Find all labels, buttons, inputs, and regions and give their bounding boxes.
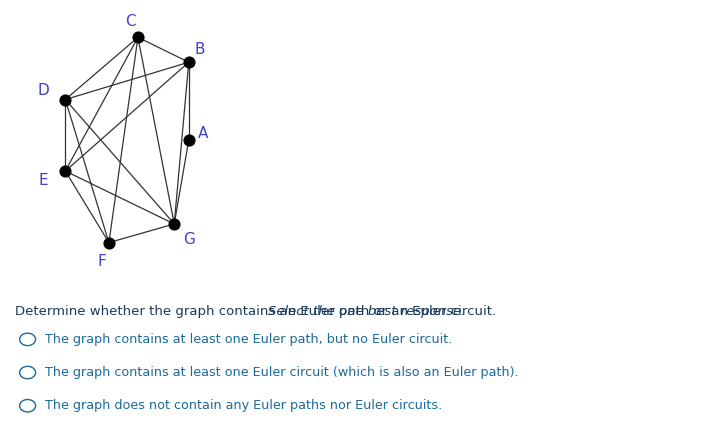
Text: Select the one best response.: Select the one best response. (268, 305, 465, 318)
Point (60, 168, 71, 175)
Point (183, 137, 195, 143)
Text: A: A (198, 126, 208, 141)
Text: D: D (38, 83, 49, 98)
Point (183, 59, 195, 66)
Point (60, 96, 71, 103)
Point (103, 239, 115, 246)
Text: The graph contains at least one Euler path, but no Euler circuit.: The graph contains at least one Euler pa… (45, 333, 452, 346)
Text: The graph does not contain any Euler paths nor Euler circuits.: The graph does not contain any Euler pat… (45, 399, 442, 412)
Text: The graph contains at least one Euler circuit (which is also an Euler path).: The graph contains at least one Euler ci… (45, 366, 518, 379)
Text: Determine whether the graph contains an Euler path or an Euler circuit.: Determine whether the graph contains an … (15, 305, 500, 318)
Text: C: C (126, 14, 136, 29)
Text: B: B (195, 42, 205, 57)
Point (168, 220, 180, 227)
Text: F: F (97, 254, 106, 269)
Text: G: G (183, 232, 195, 247)
Point (132, 34, 144, 41)
Text: E: E (38, 173, 49, 188)
